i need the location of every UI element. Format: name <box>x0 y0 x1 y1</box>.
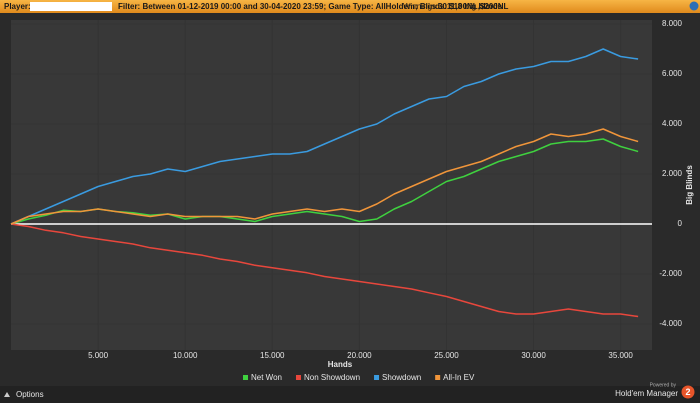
x-tick-label: 5.000 <box>88 351 109 360</box>
x-tick-label: 35.000 <box>608 351 633 360</box>
x-tick-label: 25.000 <box>434 351 459 360</box>
footer-bar <box>0 386 700 403</box>
y-axis-label: Big Blinds <box>685 165 694 205</box>
legend-label: Net Won <box>251 373 282 382</box>
series-line <box>10 128 639 225</box>
options-arrow[interactable] <box>4 392 10 397</box>
series-line <box>10 48 639 225</box>
header-icon[interactable] <box>689 1 699 11</box>
legend-swatch <box>243 375 248 380</box>
legend-label: Non Showdown <box>304 373 360 382</box>
y-tick-label: 2.000 <box>662 169 683 178</box>
options-button[interactable]: Options <box>16 390 44 399</box>
x-tick-label: 10.000 <box>173 351 198 360</box>
plot-area <box>11 20 652 350</box>
header-bar <box>0 0 700 13</box>
series-line <box>10 223 639 318</box>
y-tick-label: -2.000 <box>659 269 682 278</box>
legend-label: Showdown <box>382 373 421 382</box>
legend-label: All-In EV <box>443 373 475 382</box>
player-box[interactable] <box>30 2 112 11</box>
winnings-label: Winnings: <box>403 2 438 11</box>
legend-swatch <box>374 375 380 380</box>
x-axis-label: Hands <box>328 360 353 369</box>
x-tick-label: 30.000 <box>521 351 546 360</box>
y-tick-label: 6.000 <box>662 69 683 78</box>
brand-version: 2 <box>685 387 690 397</box>
player-label: Player: <box>4 2 31 11</box>
legend-swatch <box>295 375 301 380</box>
y-tick-label: 8.000 <box>662 19 683 28</box>
legend-swatch <box>435 375 441 380</box>
x-tick-label: 20.000 <box>347 351 372 360</box>
brand: Hold'em Manager <box>615 389 678 398</box>
winnings-value: 3011,8 big blinds <box>438 2 503 11</box>
powered-by: Powered by <box>650 382 677 388</box>
y-tick-label: 4.000 <box>662 119 683 128</box>
y-tick-label: 0 <box>678 219 683 228</box>
brand-badge <box>681 385 695 399</box>
x-tick-label: 15.000 <box>260 351 285 360</box>
filter-text: Filter: Between 01-12-2019 00:00 and 30-… <box>118 2 508 11</box>
y-tick-label: -4.000 <box>659 319 682 328</box>
